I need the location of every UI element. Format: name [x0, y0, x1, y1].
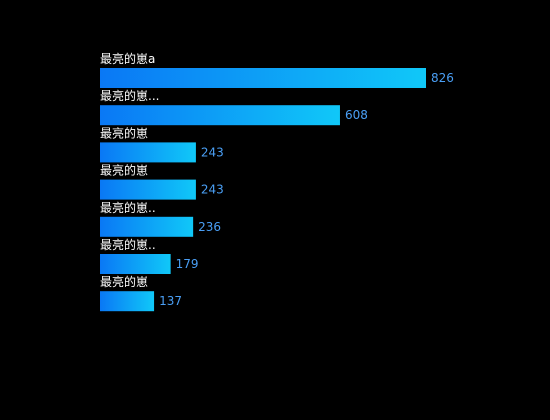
- value-label: 826: [431, 71, 454, 85]
- category-label: 最亮的崽..: [100, 237, 156, 252]
- value-label: 608: [345, 108, 368, 122]
- value-label: 243: [201, 183, 224, 197]
- category-label: 最亮的崽: [100, 125, 148, 140]
- value-label: 236: [198, 220, 221, 234]
- bars-layer: 最亮的崽a 826 最亮的崽... 608 最亮的崽 243 最亮的崽 243 最亮的崽.. 23…: [100, 51, 454, 312]
- bar: [100, 216, 194, 237]
- value-label: 179: [176, 257, 199, 271]
- bar: [100, 291, 155, 312]
- bar: [100, 179, 196, 200]
- bar: [100, 68, 426, 88]
- bar: [100, 105, 340, 126]
- category-label: 最亮的崽: [100, 163, 148, 178]
- value-label: 137: [159, 294, 182, 308]
- value-label: 243: [201, 145, 224, 159]
- category-label: 最亮的崽...: [100, 88, 159, 103]
- bar: [100, 142, 196, 163]
- category-label: 最亮的崽..: [100, 200, 156, 215]
- category-label: 最亮的崽a: [100, 51, 155, 66]
- bar: [100, 254, 171, 274]
- category-label: 最亮的崽: [100, 274, 148, 289]
